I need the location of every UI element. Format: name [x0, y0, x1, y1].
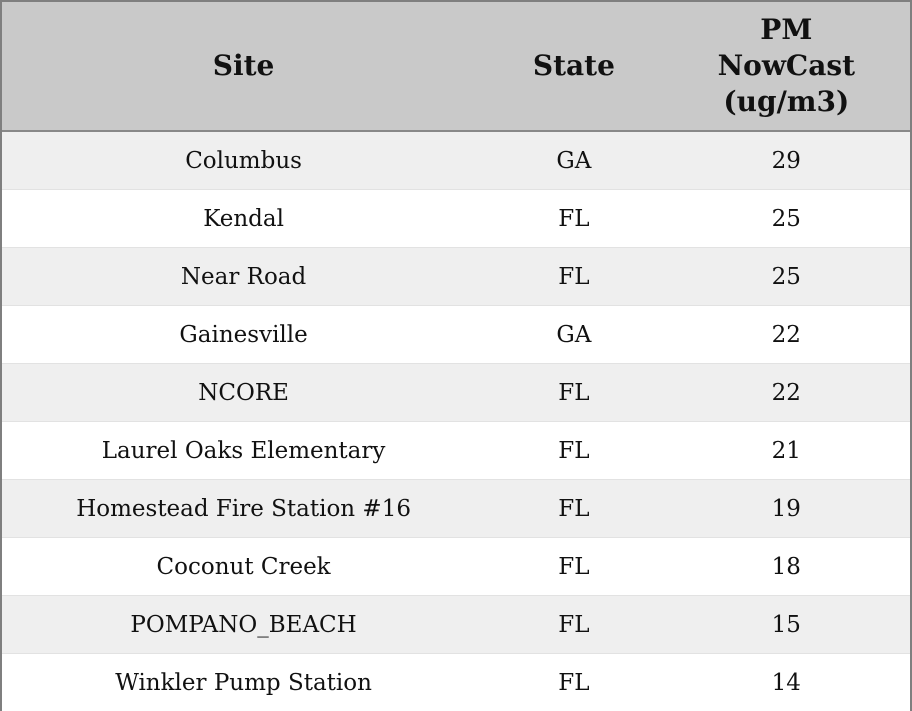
column-header-pm-nowcast-label: PM NowCast (ug/m3) — [717, 13, 856, 118]
cell-site: Laurel Oaks Elementary — [2, 421, 486, 480]
cell-pm-nowcast: 21 — [662, 421, 910, 480]
cell-state: FL — [485, 537, 663, 596]
cell-pm-nowcast: 22 — [662, 363, 910, 422]
cell-site: Kendal — [2, 189, 486, 248]
cell-site: Near Road — [2, 247, 486, 306]
cell-site: Gainesville — [2, 305, 486, 364]
cell-state: FL — [485, 363, 663, 422]
header-row: Site State PM NowCast (ug/m3) — [2, 2, 910, 132]
cell-site: Homestead Fire Station #16 — [2, 479, 486, 538]
cell-state: FL — [485, 247, 663, 306]
cell-pm-nowcast: 19 — [662, 479, 910, 538]
cell-site: POMPANO_BEACH — [2, 595, 486, 654]
cell-pm-nowcast: 29 — [662, 131, 910, 190]
table-row: Winkler Pump Station FL 14 — [2, 653, 910, 711]
cell-pm-nowcast: 22 — [662, 305, 910, 364]
cell-state: GA — [485, 131, 663, 190]
cell-state: FL — [558, 669, 590, 696]
cell-site: Winkler Pump Station — [115, 669, 372, 696]
table-row: Columbus GA 29 — [2, 131, 910, 190]
column-header-site: Site — [2, 2, 486, 132]
cell-pm-nowcast: 25 — [662, 247, 910, 306]
table-row: Laurel Oaks Elementary FL 21 — [2, 421, 910, 480]
table-row: Homestead Fire Station #16 FL 19 — [2, 479, 910, 538]
cell-state: FL — [485, 595, 663, 654]
table-row: NCORE FL 22 — [2, 363, 910, 422]
table-row: Near Road FL 25 — [2, 247, 910, 306]
table-header: Site State PM NowCast (ug/m3) — [2, 2, 910, 132]
cell-state: FL — [485, 479, 663, 538]
cell-site: NCORE — [2, 363, 486, 422]
table-body: Columbus GA 29 Kendal FL 25 Near Road FL 25 Gaine… — [2, 131, 910, 711]
column-header-state: State — [485, 2, 663, 132]
cell-pm-nowcast: 25 — [662, 189, 910, 248]
table-row: Gainesville GA 22 — [2, 305, 910, 364]
cell-site: Coconut Creek — [2, 537, 486, 596]
cell-pm-nowcast: 18 — [662, 537, 910, 596]
cell-state: FL — [485, 421, 663, 480]
cell-state: FL — [485, 189, 663, 248]
column-header-pm-nowcast: PM NowCast (ug/m3) — [662, 2, 910, 132]
cell-state: GA — [485, 305, 663, 364]
table-row: POMPANO_BEACH FL 15 — [2, 595, 910, 654]
table-row: Coconut Creek FL 18 — [2, 537, 910, 596]
cell-pm-nowcast: 14 — [771, 669, 801, 696]
cell-pm-nowcast: 15 — [662, 595, 910, 654]
cell-site: Columbus — [2, 131, 486, 190]
table-row: Kendal FL 25 — [2, 189, 910, 248]
